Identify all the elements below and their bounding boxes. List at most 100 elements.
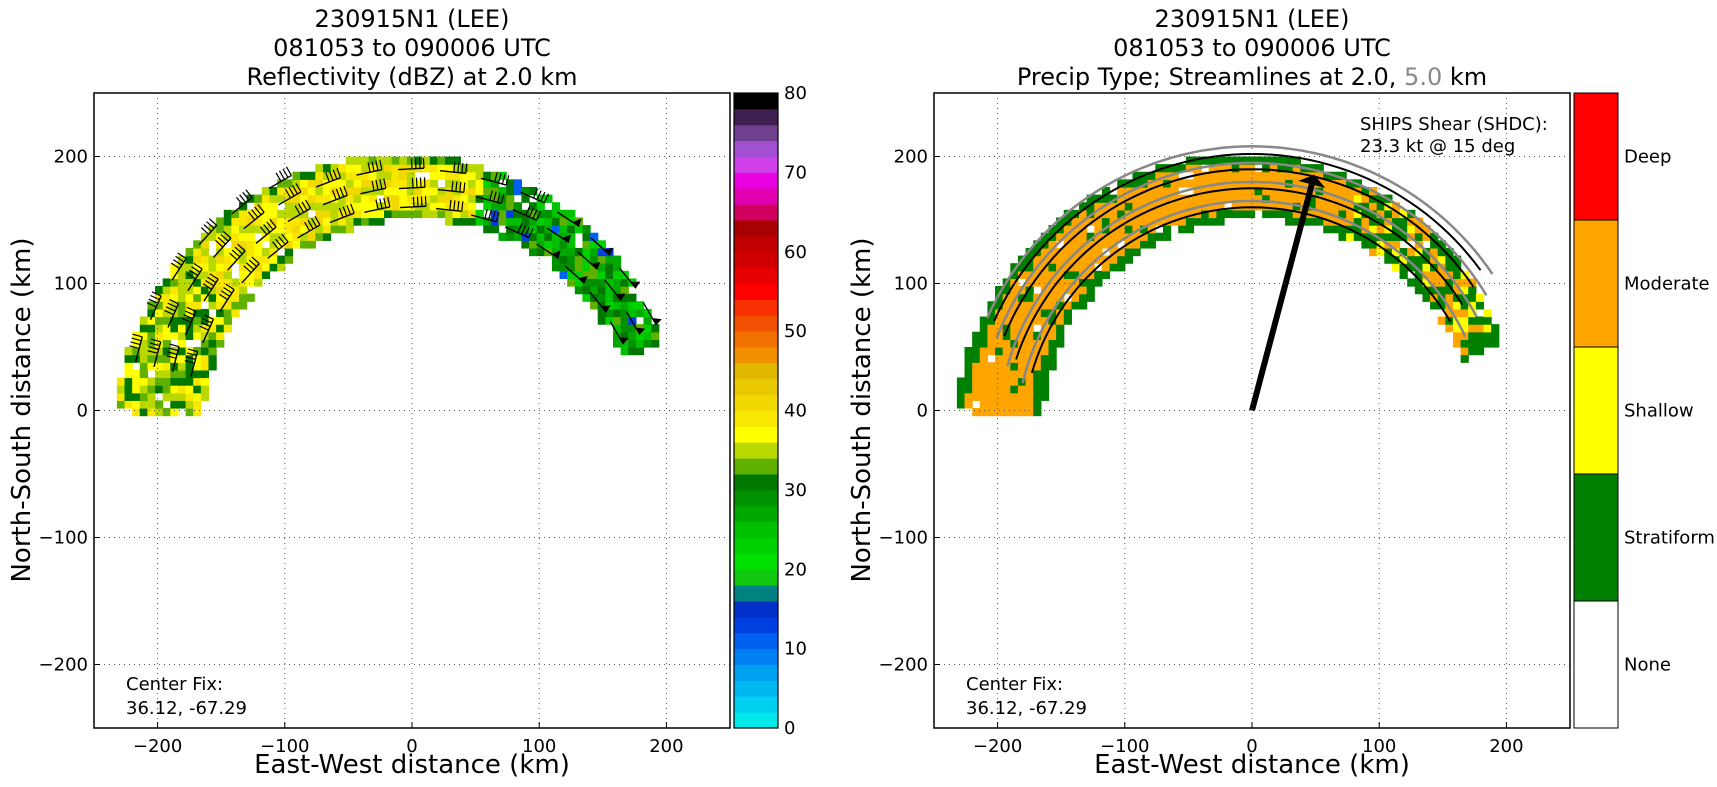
right-title-line3: Precip Type; Streamlines at 2.0, 5.0 km — [1017, 63, 1487, 91]
reflectivity-cell — [147, 331, 156, 340]
precip-type-cell — [1430, 270, 1439, 280]
reflectivity-cell — [429, 186, 439, 196]
reflectivity-cell — [345, 179, 355, 188]
precip-type-cell — [1040, 369, 1050, 379]
reflectivity-cell — [200, 240, 210, 249]
reflectivity-cell — [368, 217, 377, 226]
reflectivity-cell — [231, 255, 240, 264]
reflectivity-cell — [490, 179, 500, 188]
colorbar-segment — [734, 235, 778, 253]
reflectivity-cell — [612, 278, 622, 287]
reflectivity-cell — [338, 171, 347, 180]
colorbar-segment — [734, 172, 778, 189]
precip-type-cell — [1056, 339, 1065, 348]
precip-type-cell — [1040, 324, 1050, 333]
precip-type-cell — [1376, 194, 1385, 203]
precip-type-cell — [1292, 209, 1301, 219]
reflectivity-cell — [590, 270, 599, 280]
reflectivity-cell — [193, 369, 202, 379]
reflectivity-cell — [597, 286, 606, 295]
left-x-tick-label: 0 — [406, 736, 417, 757]
reflectivity-cell — [559, 247, 568, 257]
reflectivity-cell — [147, 407, 156, 417]
reflectivity-cell — [261, 255, 271, 264]
precip-type-cell — [1246, 186, 1256, 196]
reflectivity-cell — [216, 301, 225, 310]
precip-type-cell — [1201, 179, 1210, 188]
precip-type-cell — [1155, 179, 1164, 188]
reflectivity-cell — [376, 209, 385, 219]
reflectivity-cell — [338, 217, 347, 226]
reflectivity-cell — [361, 194, 370, 203]
reflectivity-cell — [467, 179, 477, 188]
reflectivity-cell — [452, 164, 461, 173]
precip-type-cell — [995, 347, 1004, 356]
reflectivity-cell — [521, 194, 530, 203]
reflectivity-cell — [177, 255, 187, 264]
precip-type-cell — [1399, 225, 1408, 234]
reflectivity-cell — [132, 331, 141, 340]
precip-type-cell — [1414, 286, 1424, 295]
reflectivity-cell — [422, 194, 431, 203]
precip-type-cell — [1224, 209, 1233, 219]
precip-type-cell — [1002, 362, 1011, 371]
reflectivity-cell — [223, 232, 232, 241]
reflectivity-cell — [620, 331, 629, 340]
precip-type-cell — [1445, 293, 1454, 302]
reflectivity-cell — [506, 232, 515, 241]
precip-type-cell — [1033, 347, 1042, 356]
precip-type-cell — [1307, 164, 1317, 173]
precip-type-cell — [1063, 263, 1072, 272]
precip-type-cell — [1063, 232, 1072, 241]
precip-type-cell — [1010, 377, 1019, 386]
precip-type-cell — [964, 392, 973, 401]
precip-type-cell — [995, 293, 1004, 302]
reflectivity-cell — [208, 324, 217, 333]
wind-barb — [604, 279, 626, 301]
precip-type-cell — [995, 377, 1004, 386]
right-title-line2: 081053 to 090006 UTC — [1113, 34, 1391, 62]
precip-type-cell — [995, 392, 1004, 401]
reflectivity-cell — [284, 209, 294, 219]
reflectivity-cell — [605, 270, 614, 280]
colorbar-category-label: None — [1624, 655, 1671, 676]
reflectivity-cell — [277, 225, 286, 234]
precip-type-cell — [1239, 171, 1248, 180]
reflectivity-cell — [498, 202, 507, 211]
precip-type-cell — [1033, 385, 1042, 394]
precip-type-cell — [1101, 194, 1111, 203]
wind-barb — [146, 291, 162, 320]
reflectivity-cell — [612, 331, 622, 340]
reflectivity-cell — [231, 293, 240, 302]
precip-type-cell — [1124, 240, 1134, 249]
reflectivity-cell — [292, 232, 301, 241]
reflectivity-cell — [170, 407, 179, 417]
precip-type-cell — [1468, 324, 1477, 333]
precip-type-cell — [1338, 217, 1347, 226]
reflectivity-cell — [277, 263, 286, 272]
precip-type-cell — [1330, 209, 1340, 219]
wind-barb — [512, 205, 542, 221]
reflectivity-cell — [330, 171, 339, 180]
precip-type-cell — [1330, 225, 1340, 234]
reflectivity-cell — [155, 324, 164, 333]
precip-type-cell — [1071, 225, 1080, 234]
wind-barb — [231, 189, 253, 215]
precip-type-cell — [1246, 194, 1256, 203]
reflectivity-cell — [315, 232, 324, 241]
precip-type-cell — [1017, 407, 1027, 417]
reflectivity-cell — [559, 270, 568, 280]
colorbar-segment — [734, 664, 778, 681]
right-y-tick-label: −100 — [879, 528, 928, 549]
colorbar-category-label: Moderate — [1624, 274, 1710, 295]
precip-type-cell — [987, 324, 996, 333]
precip-type-cell — [1254, 202, 1263, 211]
reflectivity-cell — [628, 301, 637, 310]
precip-type-cell — [1353, 232, 1362, 241]
precip-type-cell — [995, 339, 1004, 348]
precip-type-cell — [1048, 362, 1057, 371]
reflectivity-cell — [200, 270, 210, 280]
reflectivity-cell — [384, 164, 393, 173]
reflectivity-cell — [170, 385, 179, 394]
reflectivity-cell — [376, 164, 385, 173]
